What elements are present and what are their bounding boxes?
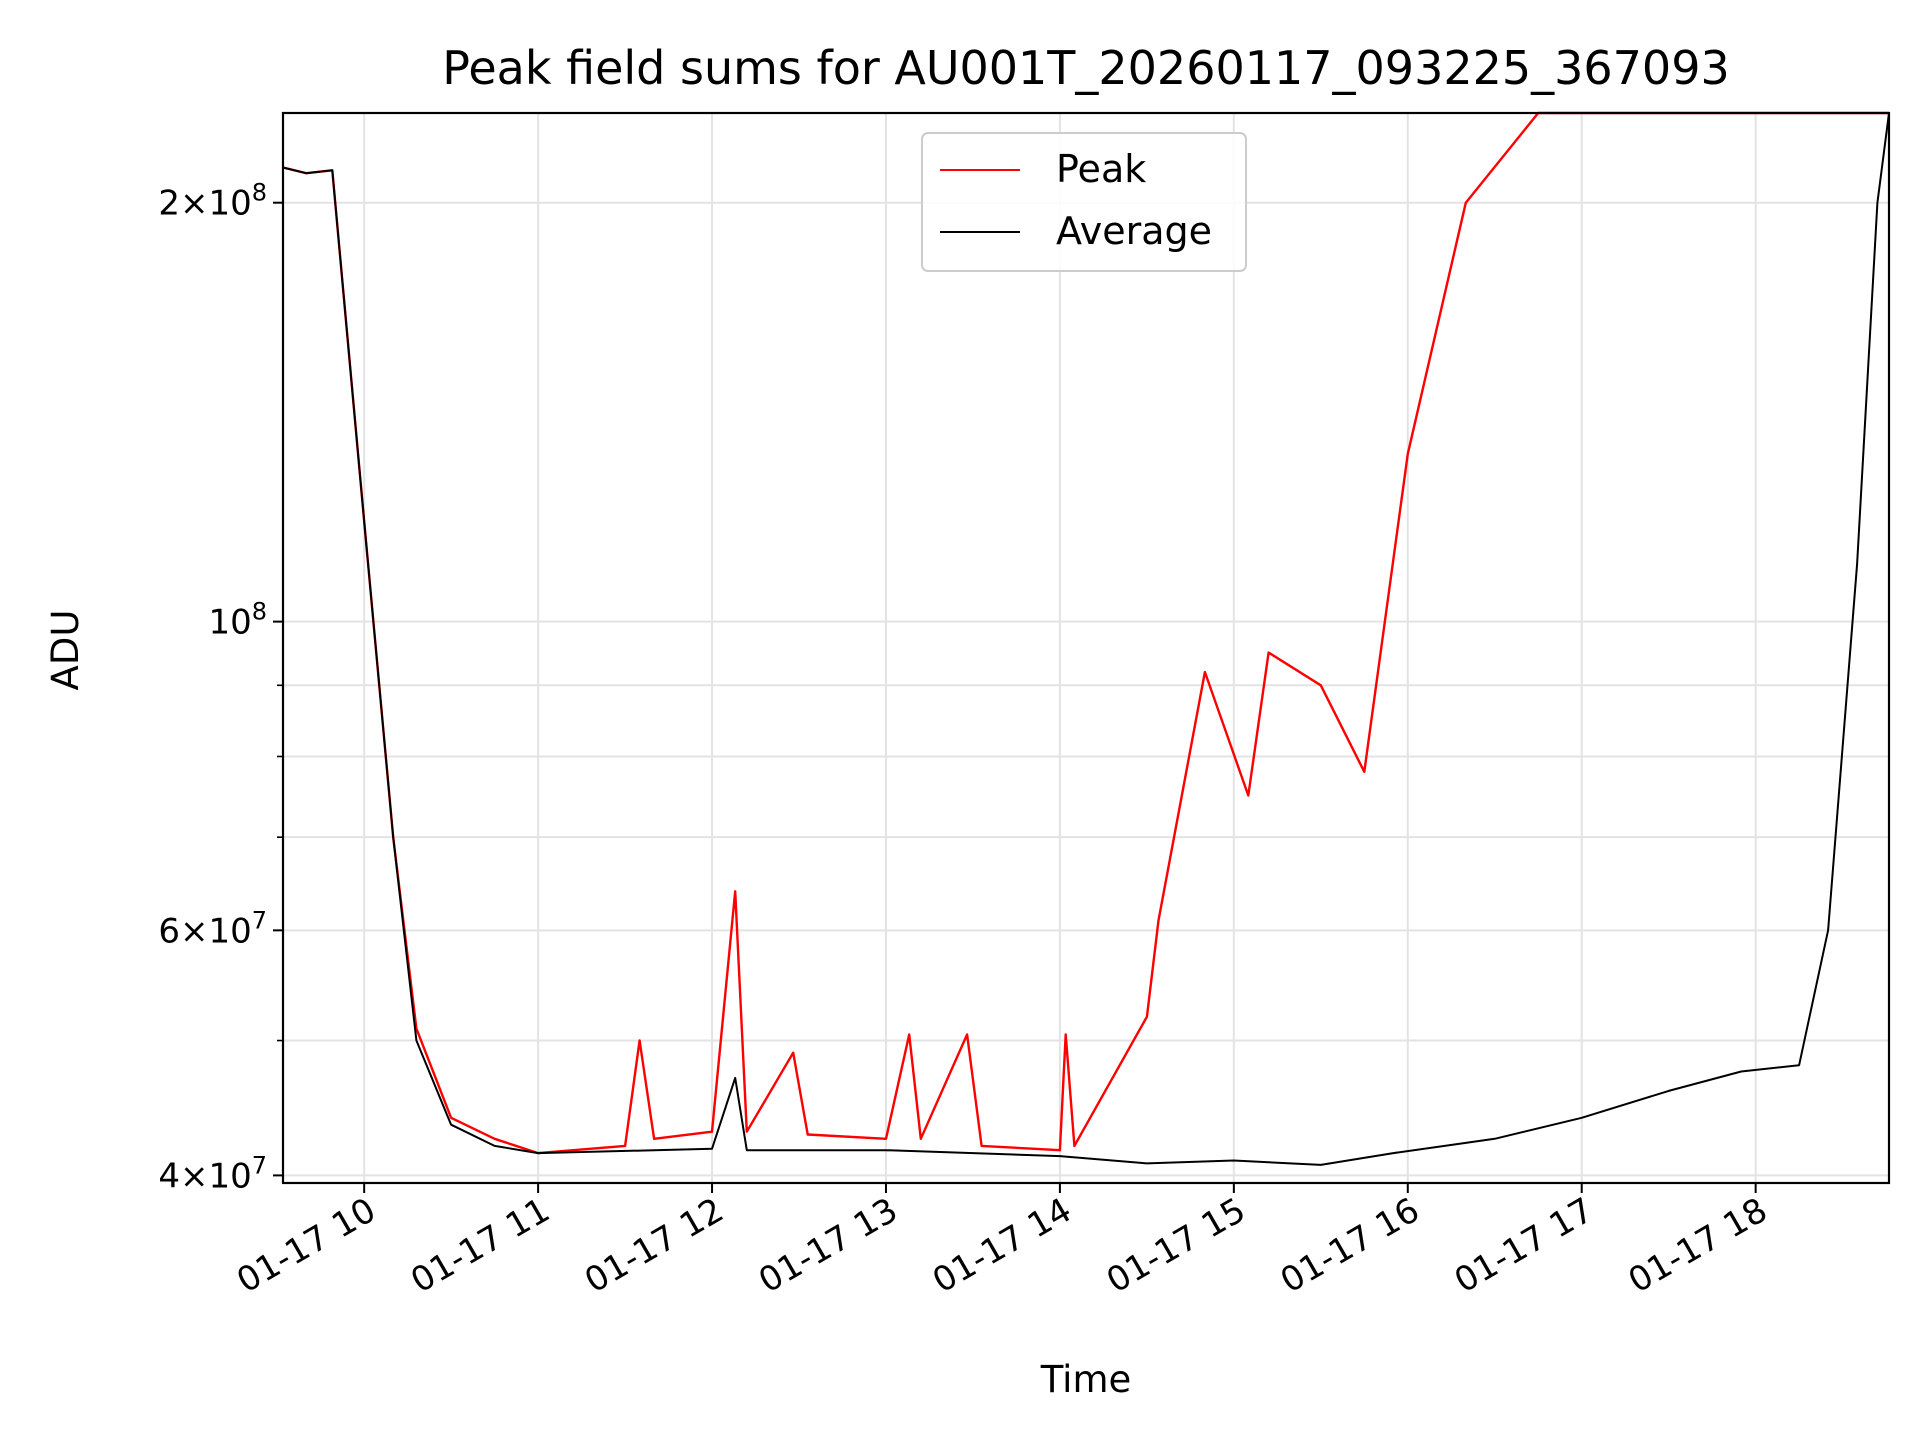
series-layer [282,111,1890,1166]
legend: Peak Average [921,132,1247,272]
legend-box [921,132,1247,272]
y-tick-label: 6×107 [158,906,267,951]
series-line-average [282,112,1890,1166]
chart-title: Peak field sums for AU001T_20260117_0932… [442,41,1729,95]
grid-lines [283,113,1889,1183]
series-line-peak [282,111,1889,1155]
y-tick-label: 108 [208,598,267,643]
y-axis: 4×107 6×107 108 2×108 [158,179,283,1196]
legend-label-average: Average [1056,209,1212,253]
legend-label-peak: Peak [1056,147,1146,191]
y-axis-label: ADU [44,610,87,691]
y-tick-label: 4×107 [158,1151,267,1196]
plot-frame [281,111,1891,1185]
x-axis-label: Time [1040,1358,1132,1401]
y-tick-label: 2×108 [158,179,267,224]
